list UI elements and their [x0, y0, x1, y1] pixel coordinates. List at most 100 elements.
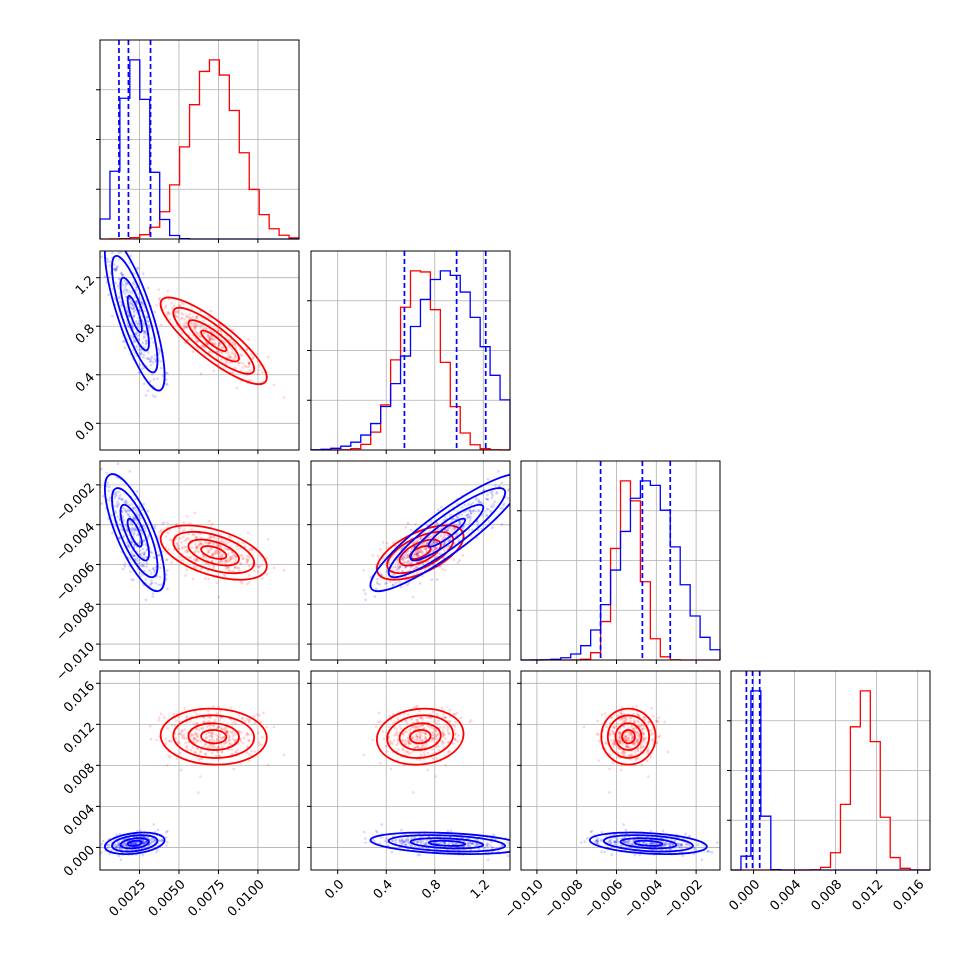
scatter-point — [148, 569, 151, 573]
scatter-point — [195, 317, 198, 320]
scatter-point — [401, 557, 405, 561]
scatter-point — [152, 377, 156, 381]
scatter-point — [208, 716, 212, 719]
scatter-point — [478, 500, 482, 504]
scatter-point — [596, 839, 599, 843]
scatter-point — [398, 566, 401, 569]
scatter-point — [150, 355, 154, 359]
scatter-point — [238, 347, 242, 351]
scatter-point — [391, 583, 395, 587]
scatter-point — [200, 757, 204, 761]
scatter-point — [397, 730, 401, 734]
scatter-point — [139, 348, 143, 352]
scatter-point — [362, 588, 366, 592]
scatter-point — [245, 348, 249, 351]
scatter-point — [646, 748, 649, 752]
scatter-point — [219, 743, 222, 746]
scatter-point — [223, 728, 227, 731]
scatter-point — [623, 717, 627, 720]
scatter-point — [144, 840, 148, 844]
scatter-point — [204, 341, 208, 344]
scatter-point — [212, 564, 216, 568]
scatter-point — [194, 542, 197, 546]
scatter-point — [210, 336, 214, 340]
scatter-point — [641, 841, 644, 845]
scatter-point — [239, 562, 242, 565]
scatter-point — [665, 841, 669, 845]
scatter-point — [485, 514, 488, 518]
scatter-point — [410, 562, 413, 566]
scatter-point — [467, 502, 470, 506]
scatter-point — [432, 737, 436, 740]
scatter-point — [138, 513, 141, 517]
scatter-point — [228, 555, 232, 559]
scatter-point — [430, 731, 434, 734]
scatter-point — [586, 837, 589, 840]
contour-level — [602, 834, 694, 853]
scatter-point — [447, 741, 450, 744]
scatter-point — [231, 730, 234, 733]
scatter-point — [124, 295, 128, 299]
scatter-point — [469, 842, 473, 845]
scatter-point — [442, 556, 445, 560]
scatter-point — [406, 750, 409, 753]
scatter-point — [641, 739, 645, 742]
scatter-point — [441, 731, 445, 735]
scatter-point — [149, 737, 153, 741]
scatter-point — [195, 727, 198, 731]
scatter-point — [139, 516, 143, 520]
scatter-point — [394, 839, 397, 843]
scatter-point — [152, 566, 155, 570]
scatter-point — [636, 747, 640, 750]
scatter-point — [210, 734, 213, 737]
scatter-point — [247, 739, 251, 743]
scatter-point — [195, 314, 198, 318]
panel-2-0 — [96, 460, 300, 664]
contour-level — [159, 296, 268, 386]
scatter-point — [178, 547, 181, 550]
scatter-point — [145, 319, 149, 322]
scatter-point — [622, 754, 626, 757]
scatter-point — [454, 737, 457, 741]
scatter-point — [411, 541, 414, 545]
scatter-point — [181, 316, 184, 320]
scatter-point — [677, 844, 681, 848]
scatter-point — [673, 839, 677, 842]
scatter-point — [225, 560, 229, 564]
scatter-point — [118, 300, 122, 304]
scatter-point — [224, 539, 228, 543]
scatter-point — [218, 555, 221, 559]
scatter-point — [362, 830, 366, 834]
scatter-point — [215, 738, 219, 741]
scatter-point — [272, 566, 276, 570]
x-tick-label: 1.2 — [468, 877, 493, 902]
contour-level — [614, 722, 643, 751]
scatter-point — [166, 587, 169, 591]
x-tick-label: −0.008 — [542, 877, 587, 922]
scatter-point — [405, 722, 409, 725]
scatter-point — [212, 535, 216, 539]
scatter-point — [228, 565, 231, 569]
scatter-point — [185, 538, 188, 542]
scatter-point — [178, 526, 182, 530]
scatter-point — [199, 739, 203, 743]
scatter-point — [233, 353, 237, 356]
scatter-point — [180, 729, 183, 733]
scatter-point — [442, 543, 446, 546]
scatter-point — [194, 327, 197, 331]
scatter-point — [132, 506, 136, 510]
scatter-point — [153, 570, 156, 573]
scatter-point — [409, 566, 413, 569]
scatter-point — [596, 719, 599, 723]
scatter-point — [157, 352, 161, 355]
scatter-point — [228, 355, 232, 359]
scatter-point — [250, 379, 253, 382]
scatter-point — [188, 312, 192, 316]
scatter-point — [159, 323, 163, 327]
scatter-point — [107, 845, 110, 849]
scatter-point — [117, 295, 121, 299]
scatter-point — [204, 577, 207, 580]
scatter-point — [638, 853, 642, 857]
scatter-point — [233, 356, 237, 359]
scatter-point — [418, 735, 422, 739]
